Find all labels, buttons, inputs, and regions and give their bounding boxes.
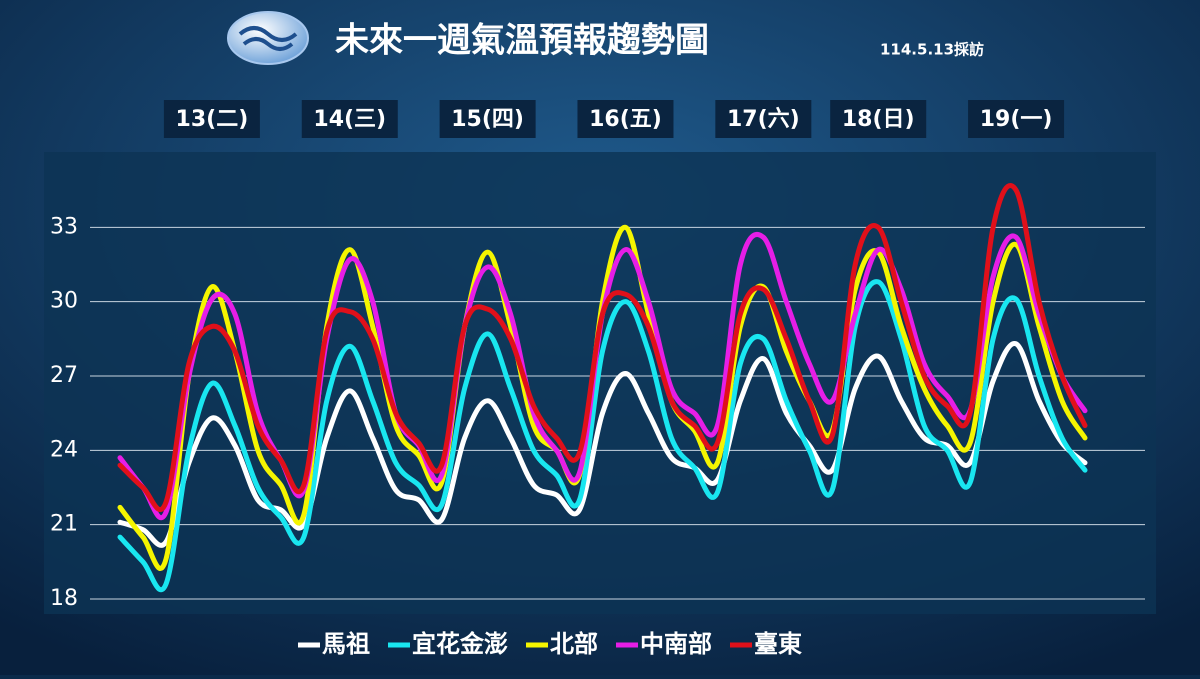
legend: 馬祖 宜花金澎 北部 中南部 臺東 xyxy=(298,630,802,658)
day-box xyxy=(715,100,812,138)
y-tick-label: 24 xyxy=(50,437,78,462)
legend-label: 北部 xyxy=(550,630,598,658)
logo xyxy=(227,11,309,65)
day-box xyxy=(830,100,927,138)
y-tick-label: 18 xyxy=(50,586,78,611)
day-box xyxy=(163,100,260,138)
x-tick-label: 17(六) xyxy=(727,107,800,132)
day-box xyxy=(968,100,1065,138)
day-box xyxy=(301,100,398,138)
day-box xyxy=(439,100,536,138)
x-tick-label: 13(二) xyxy=(176,107,249,132)
series-line xyxy=(117,279,1088,593)
y-tick-label: 33 xyxy=(50,214,78,239)
chart-subtitle: 114.5.13採訪 xyxy=(880,41,984,59)
x-tick-label: 14(三) xyxy=(313,107,386,132)
x-tick-label: 18(日) xyxy=(842,107,915,132)
series-line xyxy=(117,183,1088,513)
x-tick-label: 16(五) xyxy=(589,107,662,132)
x-tick-label: 19(一) xyxy=(980,107,1053,132)
y-tick-label: 21 xyxy=(50,512,78,537)
legend-label: 馬祖 xyxy=(322,630,370,658)
legend-label: 臺東 xyxy=(754,630,802,658)
x-tick-label: 15(四) xyxy=(451,107,524,132)
day-box xyxy=(577,100,674,138)
y-tick-label: 27 xyxy=(50,363,78,388)
chart-title: 未來一週氣溫預報趨勢圖 xyxy=(335,21,709,61)
legend-label: 中南部 xyxy=(640,630,712,658)
series-line xyxy=(117,341,1088,548)
legend-label: 宜花金澎 xyxy=(412,630,508,658)
y-tick-label: 30 xyxy=(50,289,78,314)
plot-panel xyxy=(44,152,1156,614)
